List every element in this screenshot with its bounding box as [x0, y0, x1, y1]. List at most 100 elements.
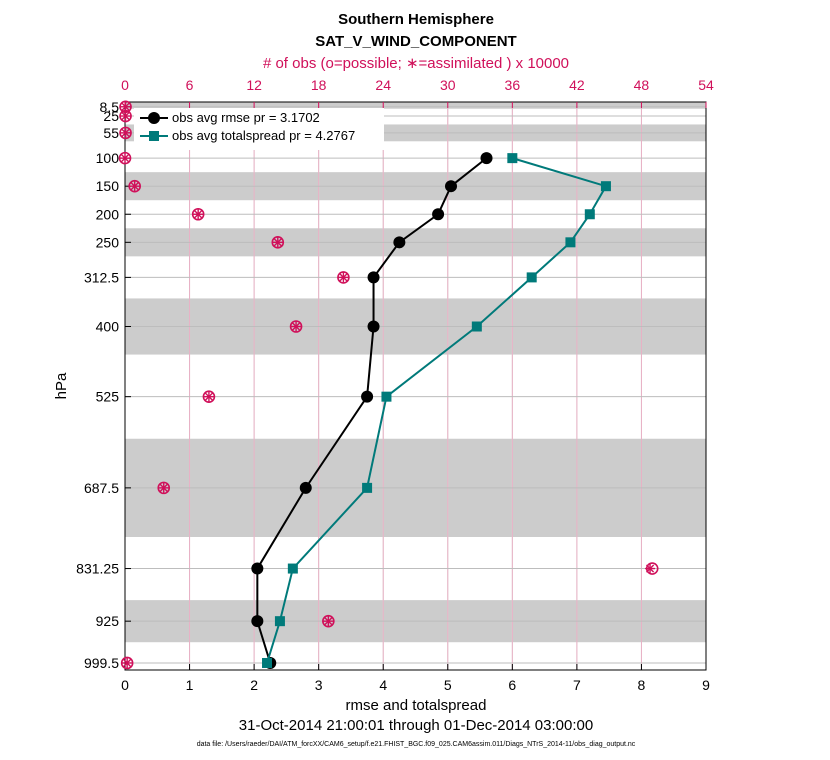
asterisk-stroke — [121, 111, 130, 121]
top-tick-label: 18 — [311, 77, 327, 93]
y-tick-label: 250 — [96, 234, 120, 250]
rmse-point — [367, 320, 380, 333]
obs-assimilated-marker — [129, 181, 140, 192]
obs-assimilated-marker — [120, 101, 131, 112]
x-tick-label: 1 — [186, 677, 194, 693]
plot-frame — [124, 101, 707, 671]
y-tick-label: 200 — [96, 206, 120, 222]
spread-point — [287, 563, 298, 574]
obs-assimilated-marker — [158, 482, 169, 493]
obs-assimilated-marker — [120, 153, 130, 164]
x-tick-label: 5 — [444, 677, 452, 693]
asterisk-stroke — [273, 238, 282, 247]
rmse-point — [480, 152, 493, 165]
obs-possible-marker — [119, 109, 132, 123]
obs-count-markers — [118, 100, 659, 670]
obs-assimilated-marker — [272, 237, 283, 248]
obs-assimilated-marker — [120, 111, 131, 122]
rmse-point — [251, 562, 264, 575]
y-tick-label: 100 — [96, 150, 120, 166]
obs-possible-marker — [191, 207, 205, 221]
spread-point — [381, 391, 392, 402]
obs-assimilated-marker — [338, 272, 349, 283]
rmse-point — [432, 208, 445, 221]
spread-point — [526, 272, 537, 283]
asterisk-stroke — [120, 154, 130, 163]
obs-assimilated-marker — [120, 127, 131, 138]
x-tick-label: 0 — [121, 677, 129, 693]
rmse-point — [393, 236, 406, 249]
legend: obs avg rmse pr = 3.1702 obs avg totalsp… — [134, 108, 384, 150]
rmse-point — [361, 390, 374, 403]
date-range: 31-Oct-2014 21:00:01 through 01-Dec-2014… — [239, 717, 593, 734]
asterisk-stroke — [291, 322, 301, 331]
obs-possible-marker — [120, 656, 134, 670]
y-tick-label: 999.5 — [84, 655, 119, 671]
rmse-point — [251, 615, 264, 628]
spread-point — [471, 321, 482, 332]
obs-assimilated-marker — [203, 391, 214, 402]
legend-box — [134, 108, 384, 150]
legend-rmse-label: obs avg rmse pr = 3.1702 — [172, 110, 320, 125]
y-tick-label: 925 — [96, 613, 120, 629]
top-tick-label: 12 — [246, 77, 262, 93]
obs-possible-marker — [118, 151, 132, 165]
y-tick-label: 312.5 — [84, 269, 119, 285]
rmse-point — [445, 180, 458, 193]
level-band-0 — [125, 102, 706, 109]
obs-assimilated-marker — [122, 657, 133, 668]
y-tick-label: 25 — [103, 108, 119, 124]
spread-point — [507, 153, 518, 164]
x-tick-label: 8 — [638, 677, 646, 693]
top-axis-label: # of obs (o=possible; ∗=assimilated ) x … — [263, 55, 569, 72]
legend-spread-label: obs avg totalspread pr = 4.2767 — [172, 128, 355, 143]
x-tick-label: 2 — [250, 677, 258, 693]
obs-possible-marker — [337, 271, 350, 284]
legend-rmse-marker — [148, 112, 160, 124]
top-tick-label: 6 — [186, 77, 194, 93]
spread-point — [565, 237, 576, 248]
top-axis-ticks: 0 6 12 18 24 30 36 42 48 54 — [121, 77, 714, 108]
rmse-point — [367, 271, 380, 284]
x-tick-label: 6 — [508, 677, 516, 693]
top-tick-label: 30 — [440, 77, 456, 93]
series-layer — [251, 152, 611, 669]
obs-possible-marker — [289, 320, 303, 333]
top-tick-label: 36 — [505, 77, 521, 93]
spread-point — [274, 616, 285, 627]
top-tick-label: 0 — [121, 77, 129, 93]
asterisk-stroke — [204, 392, 214, 401]
obs-assimilated-marker — [645, 563, 656, 574]
level-bands — [125, 102, 706, 643]
spread-point — [584, 209, 595, 220]
spread-point — [600, 181, 611, 192]
obs-assimilated-marker — [323, 616, 334, 627]
y-tick-label: 525 — [96, 389, 120, 405]
x-tick-label: 3 — [315, 677, 323, 693]
x-tick-label: 7 — [573, 677, 581, 693]
y-tick-label: 8.5 — [100, 99, 120, 115]
asterisk-stroke — [130, 182, 139, 191]
rmse-point — [299, 481, 312, 494]
asterisk-stroke — [339, 273, 348, 282]
obs-possible-marker — [157, 481, 171, 495]
obs-assimilated-marker — [193, 209, 204, 220]
obs-possible-marker — [202, 390, 216, 403]
y-tick-label: 687.5 — [84, 480, 119, 496]
y-axis-label: hPa — [53, 372, 70, 399]
spread-point — [262, 657, 273, 668]
y-tick-label: 831.25 — [76, 561, 119, 577]
obs-possible-marker — [322, 614, 335, 628]
x-axis-label: rmse and totalspread — [346, 697, 487, 714]
chart-subtitle: SAT_V_WIND_COMPONENT — [315, 33, 516, 50]
chart-title: Southern Hemisphere — [338, 11, 494, 28]
y-tick-label: 150 — [96, 178, 120, 194]
obs-possible-marker — [128, 179, 141, 193]
asterisk-stroke — [123, 658, 132, 668]
asterisk-stroke — [121, 102, 130, 111]
top-tick-label: 54 — [698, 77, 714, 93]
asterisk-stroke — [121, 128, 130, 137]
top-tick-label: 42 — [569, 77, 585, 93]
